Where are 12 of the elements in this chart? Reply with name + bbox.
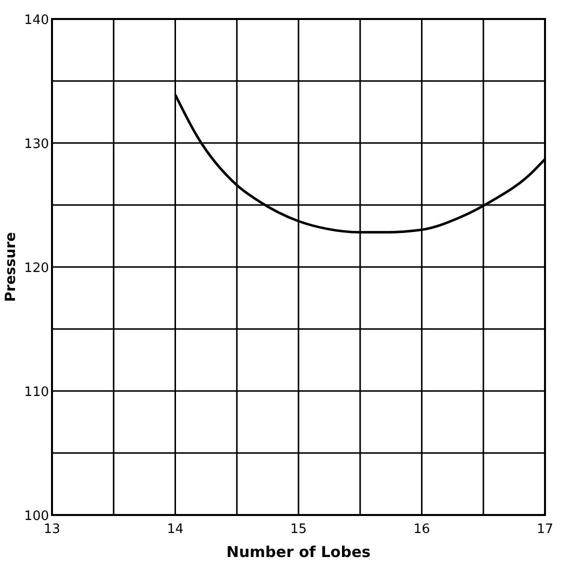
y-tick-label: 100 — [24, 509, 49, 524]
y-axis-title: Pressure — [3, 232, 19, 302]
y-tick-label: 120 — [24, 261, 49, 276]
x-tick-label: 14 — [166, 522, 184, 537]
x-axis-title: Number of Lobes — [226, 543, 371, 561]
y-tick-label: 110 — [24, 385, 49, 400]
y-tick-label: 130 — [24, 137, 49, 152]
x-tick-label: 15 — [290, 522, 307, 537]
x-tick-label: 13 — [44, 522, 60, 537]
x-tick-label: 16 — [413, 522, 430, 537]
x-tick-label: 17 — [536, 522, 554, 537]
y-tick-label: 140 — [24, 13, 49, 28]
